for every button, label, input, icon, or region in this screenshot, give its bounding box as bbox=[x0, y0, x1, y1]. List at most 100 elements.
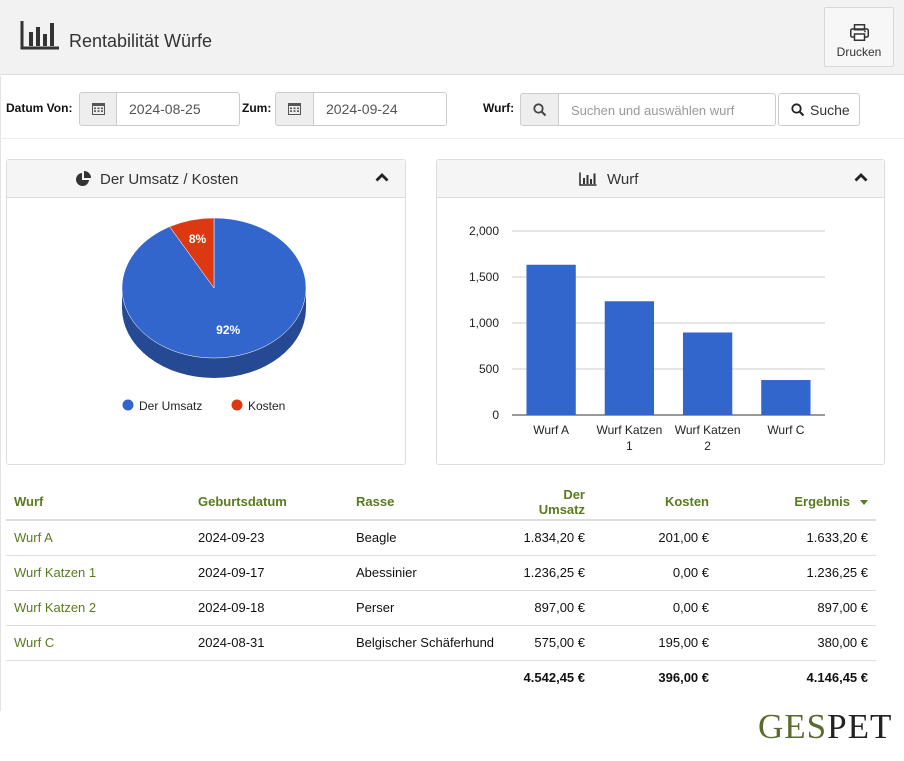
sort-desc-icon bbox=[860, 500, 868, 506]
table-cell-geburtsdatum: 2024-09-17 bbox=[190, 555, 348, 591]
date-from-calendar-button[interactable] bbox=[79, 92, 117, 126]
litter-label: Wurf: bbox=[483, 101, 515, 115]
table-total-cell: 4.146,45 € bbox=[806, 670, 868, 686]
x-tick-label: Wurf Katzen bbox=[596, 423, 662, 437]
column-header-rasse[interactable]: Rasse bbox=[348, 484, 508, 521]
y-tick-label: 500 bbox=[479, 362, 499, 376]
table-cell-umsatz: 1.834,20 € bbox=[508, 520, 593, 556]
table-cell-kosten: 201,00 € bbox=[593, 520, 717, 556]
print-label: Drucken bbox=[836, 45, 882, 59]
legend-label: Der Umsatz bbox=[139, 399, 202, 413]
bar-panel-title: Wurf bbox=[607, 171, 639, 188]
date-to-label: Zum: bbox=[242, 101, 272, 115]
table-cell-wurf[interactable]: Wurf A bbox=[6, 520, 190, 556]
bar-wurf-a[interactable] bbox=[526, 264, 576, 415]
column-header-wurf[interactable]: Wurf bbox=[6, 484, 190, 521]
table-total-cell bbox=[190, 660, 348, 695]
pie-chart-icon bbox=[76, 171, 91, 186]
bar-wurf-katzen-1[interactable] bbox=[604, 301, 655, 415]
legend-swatch bbox=[122, 399, 134, 411]
litter-search-addon bbox=[520, 93, 559, 126]
legend-label: Kosten bbox=[248, 399, 285, 413]
table-row[interactable]: Wurf C 2024-08-31 Belgischer Schäferhund 57… bbox=[6, 625, 876, 661]
column-header-ergebnis-label: Ergebnis bbox=[794, 494, 850, 509]
table-cell-ergebnis: 380,00 € bbox=[717, 625, 876, 661]
date-to-calendar-button[interactable] bbox=[275, 92, 314, 126]
y-tick-label: 2,000 bbox=[469, 224, 499, 238]
table-cell-rasse: Beagle bbox=[348, 520, 508, 556]
top-bar: Rentabilität Würfe Drucken bbox=[0, 0, 904, 75]
table-cell-geburtsdatum: 2024-08-31 bbox=[190, 625, 348, 661]
date-from-input[interactable]: 2024-08-25 bbox=[117, 92, 240, 126]
search-icon bbox=[533, 103, 547, 117]
printer-icon bbox=[850, 24, 869, 41]
table-row[interactable]: Wurf Katzen 1 2024-09-17 Abessinier 1.236,2… bbox=[6, 555, 876, 591]
y-tick-label: 1,500 bbox=[469, 270, 499, 284]
table-cell-kosten: 0,00 € bbox=[593, 555, 717, 591]
chevron-up-icon[interactable] bbox=[854, 172, 868, 182]
date-from-label: Datum Von: bbox=[6, 101, 73, 115]
date-to-input[interactable]: 2024-09-24 bbox=[314, 92, 447, 126]
bar-chart: 0 500 1,000 1,500 2,000 Wurf A Wurf Katzen 1 Wur… bbox=[469, 224, 825, 453]
y-tick-label: 1,000 bbox=[469, 316, 499, 330]
filter-divider bbox=[0, 138, 904, 139]
column-header-ergebnis[interactable]: Ergebnis bbox=[717, 484, 876, 521]
brand-part-2: PET bbox=[827, 707, 893, 746]
y-tick-label: 0 bbox=[492, 408, 499, 422]
table-cell-rasse: Perser bbox=[348, 590, 508, 626]
table-cell-ergebnis: 1.633,20 € bbox=[717, 520, 876, 556]
gespet-logo: GESPET bbox=[758, 707, 892, 747]
column-header-geburtsdatum[interactable]: Geburtsdatum bbox=[190, 484, 348, 521]
x-tick-label: 1 bbox=[626, 439, 633, 453]
litter-search-input[interactable]: Suchen und auswählen wurf bbox=[559, 93, 776, 126]
bar-panel-header: Wurf bbox=[437, 160, 884, 198]
table-header-row: Wurf Geburtsdatum Rasse Der Umsatz Koste… bbox=[6, 484, 876, 521]
table-row[interactable]: Wurf A 2024-09-23 Beagle 1.834,20 €201,00 €… bbox=[6, 520, 876, 556]
table-cell-kosten: 195,00 € bbox=[593, 625, 717, 661]
bar-chart-icon bbox=[579, 172, 597, 186]
table-cell-wurf[interactable]: Wurf Katzen 2 bbox=[6, 590, 190, 626]
bar-wurf-c[interactable] bbox=[761, 380, 811, 415]
column-header-kosten[interactable]: Kosten bbox=[593, 484, 717, 521]
bar-chart-panel: Wurf 0 500 1,000 1,500 2,000 Wurf A Wurf Katze… bbox=[436, 159, 885, 465]
print-button[interactable]: Drucken bbox=[824, 7, 894, 67]
x-tick-label: 2 bbox=[704, 439, 711, 453]
table-total-cell bbox=[6, 660, 190, 695]
bar-chart-icon bbox=[20, 21, 59, 50]
search-button-label: Suche bbox=[810, 102, 850, 118]
legend-swatch bbox=[231, 399, 243, 411]
x-tick-label: Wurf A bbox=[533, 423, 569, 437]
table-cell-rasse: Abessinier bbox=[348, 555, 508, 591]
pie-chart: 92% 8% Der Umsatz Kosten bbox=[121, 217, 307, 413]
table-total-cell: 396,00 € bbox=[658, 670, 709, 686]
pie-value-label: 92% bbox=[216, 323, 240, 337]
table-cell-wurf[interactable]: Wurf C bbox=[6, 625, 190, 661]
pie-panel-header: Der Umsatz / Kosten bbox=[7, 160, 405, 198]
table-totals-row: 4.542,45 € 396,00 € 4.146,45 € bbox=[6, 660, 876, 695]
table-cell-umsatz: 575,00 € bbox=[508, 625, 593, 661]
calendar-icon bbox=[288, 103, 301, 115]
pie-value-label: 8% bbox=[189, 232, 207, 246]
chevron-up-icon[interactable] bbox=[375, 172, 389, 182]
pie-slice-kosten[interactable] bbox=[169, 217, 215, 289]
column-header-umsatz[interactable]: Der Umsatz bbox=[508, 484, 593, 521]
table-cell-wurf[interactable]: Wurf Katzen 1 bbox=[6, 555, 190, 591]
bar-wurf-katzen-2[interactable] bbox=[682, 332, 733, 415]
litter-profitability-table: Wurf Geburtsdatum Rasse Der Umsatz Koste… bbox=[6, 484, 876, 695]
table-cell-geburtsdatum: 2024-09-18 bbox=[190, 590, 348, 626]
pie-legend: Der Umsatz Kosten bbox=[122, 399, 285, 413]
pie-depth bbox=[122, 288, 306, 378]
table-cell-umsatz: 1.236,25 € bbox=[508, 555, 593, 591]
x-tick-label: Wurf Katzen bbox=[675, 423, 741, 437]
pie-slice-side bbox=[122, 288, 306, 378]
table-cell-geburtsdatum: 2024-09-23 bbox=[190, 520, 348, 556]
page-title: Rentabilität Würfe bbox=[69, 31, 213, 51]
table-cell-umsatz: 897,00 € bbox=[508, 590, 593, 626]
table-cell-ergebnis: 897,00 € bbox=[717, 590, 876, 626]
search-button[interactable]: Suche bbox=[778, 93, 860, 126]
pie-panel-title: Der Umsatz / Kosten bbox=[100, 171, 239, 188]
search-icon bbox=[791, 103, 805, 117]
table-total-cell: 4.542,45 € bbox=[523, 670, 585, 686]
table-row[interactable]: Wurf Katzen 2 2024-09-18 Perser 897,00 €0,0… bbox=[6, 590, 876, 626]
table-cell-ergebnis: 1.236,25 € bbox=[717, 555, 876, 591]
